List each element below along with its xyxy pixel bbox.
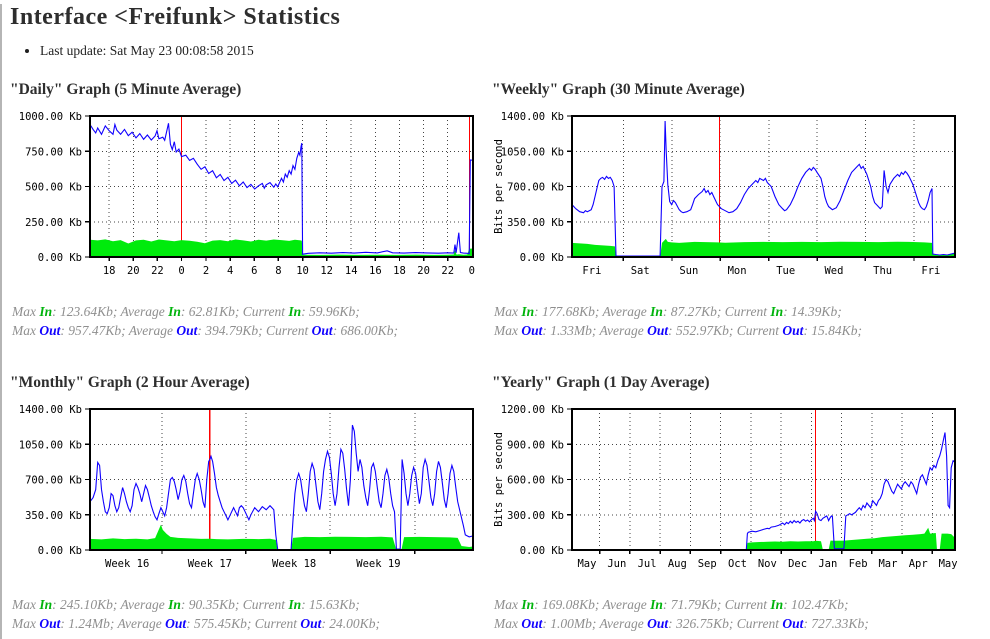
svg-text:1000.00 Kb: 1000.00 Kb xyxy=(19,111,82,123)
svg-text:2: 2 xyxy=(203,265,209,277)
svg-text:250.00 Kb: 250.00 Kb xyxy=(25,217,82,229)
daily-graph-title: "Daily" Graph (5 Minute Average) xyxy=(10,81,242,98)
svg-text:0.00 Kb: 0.00 Kb xyxy=(520,545,564,557)
svg-text:0.00 Kb: 0.00 Kb xyxy=(38,252,82,264)
svg-text:Sun: Sun xyxy=(679,265,698,277)
svg-text:10: 10 xyxy=(296,265,309,277)
svg-text:16: 16 xyxy=(369,265,382,277)
svg-text:1200.00 Kb: 1200.00 Kb xyxy=(501,404,564,416)
svg-text:0: 0 xyxy=(178,265,184,277)
svg-text:0.00 Kb: 0.00 Kb xyxy=(520,252,564,264)
svg-text:Wed: Wed xyxy=(824,265,843,277)
svg-text:22: 22 xyxy=(151,265,164,277)
svg-text:Mon: Mon xyxy=(728,265,747,277)
svg-text:Sat: Sat xyxy=(631,265,650,277)
weekly-graph-image: 1400.00 Kb 1050.00 Kb 700.00 Kb 350.00 Kb 0.… xyxy=(493,111,956,277)
graphs-grid: "Daily" Graph (5 Minute Average) 1000.00… xyxy=(10,81,990,634)
svg-text:750.00 Kb: 750.00 Kb xyxy=(25,146,82,158)
daily-graph-section: "Daily" Graph (5 Minute Average) 1000.00… xyxy=(10,81,492,340)
svg-text:Oct: Oct xyxy=(728,558,747,570)
svg-text:22: 22 xyxy=(441,265,454,277)
svg-text:May: May xyxy=(939,558,958,570)
svg-text:Week 19: Week 19 xyxy=(356,558,400,570)
monthly-graph-image: 1400.00 Kb 1050.00 Kb 700.00 Kb 350.00 Kb 0.… xyxy=(19,404,474,570)
svg-text:8: 8 xyxy=(275,265,281,277)
svg-text:Week 16: Week 16 xyxy=(105,558,149,570)
yearly-graph-image: 1200.00 Kb 900.00 Kb 600.00 Kb 300.00 Kb 0.0… xyxy=(493,404,958,570)
svg-text:Mar: Mar xyxy=(878,558,897,570)
svg-text:18: 18 xyxy=(393,265,406,277)
svg-text:Feb: Feb xyxy=(849,558,868,570)
svg-text:500.00 Kb: 500.00 Kb xyxy=(25,182,82,194)
svg-text:20: 20 xyxy=(127,265,140,277)
svg-text:Tue: Tue xyxy=(776,265,795,277)
svg-text:0.00 Kb: 0.00 Kb xyxy=(38,545,82,557)
monthly-graph-section: "Monthly" Graph (2 Hour Average) 1400.00… xyxy=(10,374,492,633)
svg-text:700.00 Kb: 700.00 Kb xyxy=(25,475,82,487)
monthly-graph-stats: Max In: 245.10Kb; Average In: 90.35Kb; C… xyxy=(12,597,380,632)
svg-text:12: 12 xyxy=(320,265,333,277)
svg-text:0: 0 xyxy=(469,265,475,277)
svg-text:20: 20 xyxy=(417,265,430,277)
svg-text:1050.00 Kb: 1050.00 Kb xyxy=(19,440,82,452)
svg-text:600.00 Kb: 600.00 Kb xyxy=(507,475,564,487)
daily-graph-image: 1000.00 Kb 750.00 Kb 500.00 Kb 250.00 Kb 0.0… xyxy=(19,111,475,277)
svg-text:Jan: Jan xyxy=(818,558,837,570)
svg-text:Aug: Aug xyxy=(668,558,687,570)
svg-text:Nov: Nov xyxy=(758,558,777,570)
svg-text:350.00 Kb: 350.00 Kb xyxy=(507,217,564,229)
monthly-graph-title: "Monthly" Graph (2 Hour Average) xyxy=(10,374,250,392)
svg-text:Fri: Fri xyxy=(921,265,940,277)
svg-text:350.00 Kb: 350.00 Kb xyxy=(25,510,82,522)
page-title: Interface <Freifunk> Statistics xyxy=(10,4,341,30)
svg-text:Fri: Fri xyxy=(582,265,601,277)
svg-text:18: 18 xyxy=(103,265,116,277)
weekly-graph-stats: Max In: 177.68Kb; Average In: 87.27Kb; C… xyxy=(494,304,862,339)
svg-text:Week 18: Week 18 xyxy=(272,558,316,570)
weekly-graph-title: "Weekly" Graph (30 Minute Average) xyxy=(492,81,745,98)
update-list: Last update: Sat May 23 00:08:58 2015 xyxy=(2,43,990,59)
yearly-graph-stats: Max In: 169.08Kb; Average In: 71.79Kb; C… xyxy=(494,597,869,632)
svg-text:May: May xyxy=(577,558,596,570)
svg-text:1050.00 Kb: 1050.00 Kb xyxy=(501,146,564,158)
yearly-graph-title: "Yearly" Graph (1 Day Average) xyxy=(492,374,710,392)
svg-text:6: 6 xyxy=(251,265,257,277)
svg-text:4: 4 xyxy=(227,265,233,277)
yearly-graph-section: "Yearly" Graph (1 Day Average) 1200.00 K… xyxy=(492,374,974,633)
svg-text:Bits per second: Bits per second xyxy=(493,432,505,527)
svg-text:Apr: Apr xyxy=(909,558,928,570)
svg-text:1400.00 Kb: 1400.00 Kb xyxy=(501,111,564,123)
svg-text:Jun: Jun xyxy=(607,558,626,570)
svg-text:900.00 Kb: 900.00 Kb xyxy=(507,440,564,452)
weekly-graph-section: "Weekly" Graph (30 Minute Average) 1400.… xyxy=(492,81,974,340)
svg-text:Jul: Jul xyxy=(638,558,657,570)
svg-text:700.00 Kb: 700.00 Kb xyxy=(507,182,564,194)
svg-text:Dec: Dec xyxy=(788,558,807,570)
svg-text:1400.00 Kb: 1400.00 Kb xyxy=(19,404,82,416)
daily-graph-stats: Max In: 123.64Kb; Average In: 62.81Kb; C… xyxy=(12,304,398,339)
svg-text:14: 14 xyxy=(345,265,358,277)
svg-text:Bits per second: Bits per second xyxy=(493,139,505,234)
svg-text:Sep: Sep xyxy=(698,558,717,570)
last-update-text: Last update: Sat May 23 00:08:58 2015 xyxy=(40,43,990,59)
svg-text:Thu: Thu xyxy=(873,265,892,277)
svg-text:300.00 Kb: 300.00 Kb xyxy=(507,510,564,522)
svg-text:Week 17: Week 17 xyxy=(188,558,232,570)
